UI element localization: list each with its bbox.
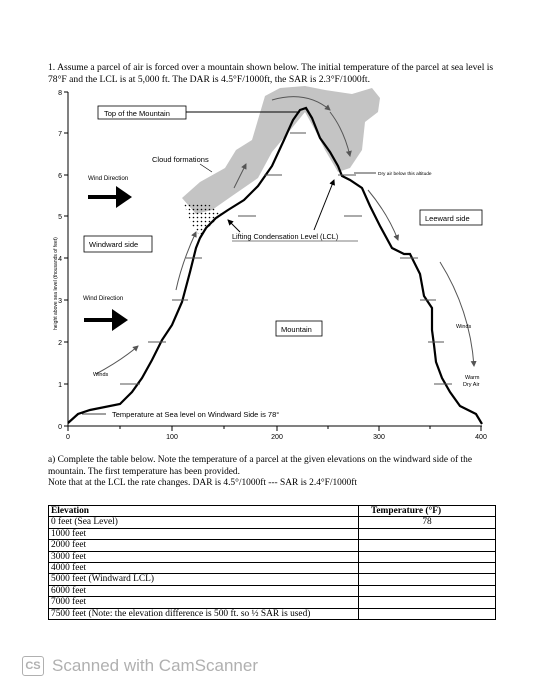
- wind-direction-arrow-lower: [84, 309, 128, 331]
- temperature-cell[interactable]: [358, 550, 496, 564]
- table-row: 4000 feet: [48, 562, 496, 575]
- elevation-cell: 4000 feet: [48, 562, 359, 575]
- sea-level-temp-label: Temperature at Sea level on Windward Sid…: [112, 410, 279, 419]
- cloud-shape: [182, 86, 380, 214]
- dry-air-label: Dry air below this altitude: [378, 171, 432, 177]
- y-tick-0: 0: [58, 424, 62, 431]
- temperature-header: Temperature (°F): [358, 504, 496, 518]
- y-tick-5: 5: [58, 214, 62, 221]
- x-tick-300: 300: [373, 434, 385, 441]
- table-row: 6000 feet: [48, 584, 496, 598]
- wind-direction-label-lower: Wind Direction: [83, 295, 124, 302]
- mountain-diagram: 0 1 2 3 4 5 6 7 8 height above sea level…: [53, 86, 487, 441]
- cloud-formations-label: Cloud formations: [152, 155, 209, 164]
- lcl-pointer-leeward: [313, 179, 335, 231]
- y-tick-6: 6: [58, 173, 62, 180]
- temperature-cell[interactable]: [358, 539, 496, 552]
- x-tick-100: 100: [166, 434, 178, 441]
- table-row: 5000 feet (Windward LCL): [48, 573, 496, 586]
- updraft-arrow: [175, 231, 197, 291]
- part-a-line-2: Note that at the LCL the rate changes. D…: [48, 478, 357, 488]
- y-tick-3: 3: [58, 298, 62, 305]
- y-tick-2: 2: [58, 340, 62, 347]
- windward-side-label: Windward side: [89, 240, 138, 249]
- temperature-cell[interactable]: [358, 527, 496, 541]
- temperature-cell[interactable]: [358, 562, 496, 575]
- temperature-cell[interactable]: [358, 584, 496, 598]
- y-tick-7: 7: [58, 131, 62, 138]
- table-row: 2000 feet: [48, 539, 496, 552]
- winds-arrow-right: [439, 261, 477, 367]
- winds-label-right: Winds: [456, 324, 472, 330]
- watermark-text: Scanned with CamScanner: [52, 656, 259, 675]
- part-a-line-1: a) Complete the table below. Note the te…: [48, 455, 472, 477]
- cloud-rise-arrow: [233, 163, 247, 189]
- table-row: 7000 feet: [48, 596, 496, 609]
- elevation-cell: 1000 feet: [48, 527, 359, 541]
- lcl-pointer-windward: [227, 219, 241, 233]
- y-tick-1: 1: [58, 382, 62, 389]
- elevation-cell: 6000 feet: [48, 584, 359, 598]
- descent-arrow-top: [329, 111, 352, 157]
- wind-direction-label-upper: Wind Direction: [88, 175, 129, 182]
- table-row: 7500 feet (Note: the elevation differenc…: [48, 607, 496, 621]
- windward-side-box: [83, 235, 153, 253]
- table-row: 3000 feet: [48, 550, 496, 564]
- leeward-side-box: [419, 209, 483, 226]
- x-axis: [67, 425, 482, 431]
- table-row: 1000 feet: [48, 527, 496, 541]
- elevation-cell: 0 feet (Sea Level): [48, 516, 359, 529]
- elevation-cell: 7000 feet: [48, 596, 359, 609]
- lcl-dotted-zone: [184, 204, 222, 236]
- mountain-profile: [67, 106, 483, 425]
- temperature-table: Elevation Temperature (°F) 0 feet (Sea L…: [48, 504, 496, 621]
- table-row: 0 feet (Sea Level) 78: [48, 516, 496, 529]
- x-tick-200: 200: [271, 434, 283, 441]
- part-a-instructions: a) Complete the table below. Note the te…: [48, 455, 498, 490]
- temperature-cell[interactable]: 78: [358, 516, 496, 529]
- summit-flow-arrow: [271, 96, 331, 111]
- top-of-mountain-label: Top of the Mountain: [104, 109, 170, 118]
- elevation-cell: 7500 feet (Note: the elevation differenc…: [48, 607, 359, 621]
- question-intro: 1. Assume a parcel of air is forced over…: [48, 62, 494, 85]
- camscanner-logo-icon: CS: [22, 656, 44, 676]
- warm-label: Warm: [465, 375, 480, 381]
- x-tick-400: 400: [475, 434, 487, 441]
- winds-label-left: Winds: [93, 372, 109, 378]
- temperature-cell[interactable]: [358, 596, 496, 609]
- descent-arrow-mid: [367, 189, 400, 241]
- mountain-label: Mountain: [281, 325, 312, 334]
- elevation-header: Elevation: [48, 504, 359, 518]
- y-tick-8: 8: [58, 90, 62, 97]
- lcl-label: Lifting Condensation Level (LCL): [232, 232, 338, 241]
- elevation-cell: 5000 feet (Windward LCL): [48, 573, 359, 586]
- elevation-cell: 2000 feet: [48, 539, 359, 552]
- camscanner-watermark: CS Scanned with CamScanner: [22, 656, 258, 676]
- profile-tick-marks: [120, 132, 452, 385]
- x-tick-0: 0: [66, 434, 70, 441]
- mountain-box: [275, 320, 323, 337]
- table-header-row: Elevation Temperature (°F): [48, 504, 496, 518]
- leeward-side-label: Leeward side: [425, 214, 470, 223]
- winds-arrow-left: [95, 345, 139, 375]
- y-axis-label: height above sea level (thousands of fee…: [53, 237, 59, 330]
- dry-air-label-right: Dry Air: [463, 382, 480, 388]
- temperature-cell[interactable]: [358, 607, 496, 621]
- elevation-cell: 3000 feet: [48, 550, 359, 564]
- y-tick-4: 4: [58, 256, 62, 263]
- wind-direction-arrow-upper: [88, 186, 132, 208]
- y-axis: [64, 91, 69, 427]
- temperature-cell[interactable]: [358, 573, 496, 586]
